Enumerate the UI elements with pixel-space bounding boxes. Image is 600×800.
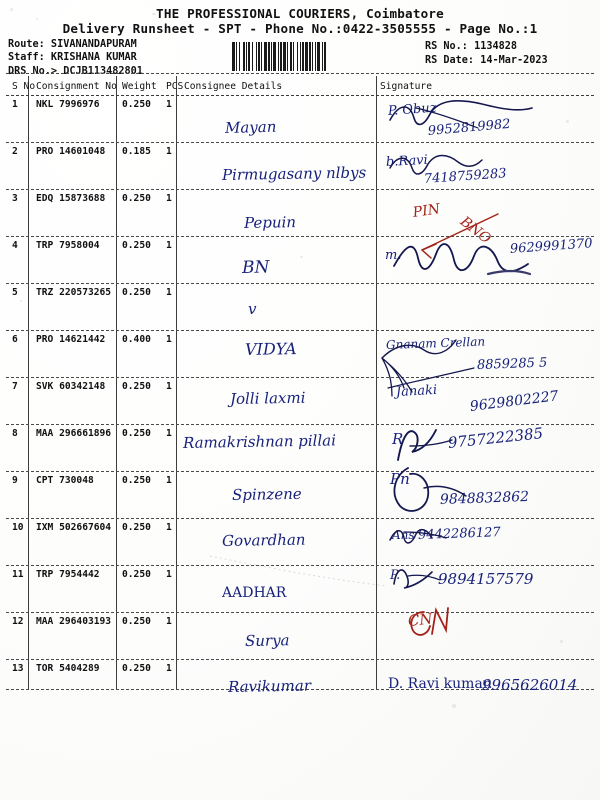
rs-date-label: RS Date: 14-Mar-2023 xyxy=(425,54,548,66)
scan-speck xyxy=(566,120,569,123)
cell-sno: 5 xyxy=(12,287,18,298)
column-divider xyxy=(176,76,177,690)
cell-sno: 11 xyxy=(12,569,24,580)
header-divider xyxy=(6,73,594,74)
cell-pcs: 1 xyxy=(166,381,172,392)
cell-weight: 0.250 xyxy=(122,193,151,204)
staff-label: Staff: KRISHANA KUMAR xyxy=(8,52,137,64)
barcode xyxy=(232,42,365,71)
cell-consignment: NKL 7996976 xyxy=(36,99,100,110)
cell-pcs: 1 xyxy=(166,99,172,110)
cell-pcs: 1 xyxy=(166,287,172,298)
column-header-consignment: Consignment No xyxy=(36,81,117,92)
cell-consignment: SVK 60342148 xyxy=(36,381,106,392)
cell-consignment: TRP 7954442 xyxy=(36,569,100,580)
cell-weight: 0.250 xyxy=(122,428,151,439)
cell-sno: 10 xyxy=(12,522,24,533)
column-divider xyxy=(376,76,377,690)
runsheet-table: S No Consignment No Weight PCS Consignee… xyxy=(6,76,594,690)
cell-sno: 3 xyxy=(12,193,18,204)
row-divider xyxy=(6,189,594,190)
cell-sno: 13 xyxy=(12,663,24,674)
row-divider xyxy=(6,659,594,660)
cell-weight: 0.250 xyxy=(122,240,151,251)
cell-consignment: TOR 5404289 xyxy=(36,663,100,674)
cell-sno: 1 xyxy=(12,99,18,110)
column-divider xyxy=(116,76,117,690)
scan-speck xyxy=(300,256,303,258)
cell-consignment: EDQ 15873688 xyxy=(36,193,106,204)
cell-pcs: 1 xyxy=(166,522,172,533)
cell-consignment: IXM 502667604 xyxy=(36,522,112,533)
cell-weight: 0.400 xyxy=(122,334,151,345)
runsheet-subtitle: Delivery Runsheet - SPT - Phone No.:0422… xyxy=(62,21,538,36)
header-row-divider xyxy=(6,95,594,96)
column-header-pcs: PCS xyxy=(166,81,184,92)
row-divider xyxy=(6,612,594,613)
cell-weight: 0.250 xyxy=(122,287,151,298)
row-divider xyxy=(6,424,594,425)
row-divider xyxy=(6,330,594,331)
column-header-signature: Signature xyxy=(380,81,432,92)
cell-weight: 0.250 xyxy=(122,381,151,392)
scan-speck xyxy=(10,8,13,11)
cell-pcs: 1 xyxy=(166,334,172,345)
document-header: THE PROFESSIONAL COURIERS, Coimbatore De… xyxy=(0,6,600,37)
row-divider xyxy=(6,518,594,519)
row-divider xyxy=(6,565,594,566)
cell-pcs: 1 xyxy=(166,663,172,674)
cell-sno: 4 xyxy=(12,240,18,251)
cell-weight: 0.250 xyxy=(122,522,151,533)
cell-consignment: TRP 7958004 xyxy=(36,240,100,251)
column-divider xyxy=(28,76,29,690)
header-meta-right: RS No.: 1134828 RS Date: 14-Mar-2023 xyxy=(425,40,548,67)
rs-number-label: RS No.: 1134828 xyxy=(425,41,518,52)
cell-pcs: 1 xyxy=(166,240,172,251)
scan-speck xyxy=(20,300,22,302)
column-header-weight: Weight xyxy=(122,81,157,92)
row-divider xyxy=(6,283,594,284)
cell-sno: 12 xyxy=(12,616,24,627)
row-divider xyxy=(6,471,594,472)
cell-weight: 0.250 xyxy=(122,569,151,580)
scan-speck xyxy=(152,13,156,15)
row-divider xyxy=(6,689,594,690)
cell-sno: 7 xyxy=(12,381,18,392)
cell-weight: 0.250 xyxy=(122,99,151,110)
column-header-sno: S No xyxy=(12,81,36,92)
cell-consignment: CPT 730048 xyxy=(36,475,94,486)
column-header-consignee: Consignee Details xyxy=(184,81,283,92)
row-divider xyxy=(6,142,594,143)
cell-consignment: PRO 14601048 xyxy=(36,146,106,157)
cell-weight: 0.250 xyxy=(122,663,151,674)
cell-pcs: 1 xyxy=(166,475,172,486)
scan-speck xyxy=(560,640,563,643)
cell-weight: 0.250 xyxy=(122,616,151,627)
header-meta-left: Route: SIVANANDAPURAM Staff: KRISHANA KU… xyxy=(8,38,143,78)
cell-sno: 9 xyxy=(12,475,18,486)
route-label: Route: SIVANANDAPURAM xyxy=(8,39,137,50)
row-divider xyxy=(6,377,594,378)
row-divider xyxy=(6,236,594,237)
scan-speck xyxy=(452,704,456,708)
cell-pcs: 1 xyxy=(166,616,172,627)
cell-sno: 6 xyxy=(12,334,18,345)
cell-weight: 0.250 xyxy=(122,475,151,486)
cell-pcs: 1 xyxy=(166,569,172,580)
cell-consignment: MAA 296661896 xyxy=(36,428,112,439)
cell-pcs: 1 xyxy=(166,146,172,157)
cell-sno: 2 xyxy=(12,146,18,157)
cell-pcs: 1 xyxy=(166,428,172,439)
cell-pcs: 1 xyxy=(166,193,172,204)
company-title: THE PROFESSIONAL COURIERS, Coimbatore xyxy=(156,6,444,21)
cell-consignment: TRZ 220573265 xyxy=(36,287,112,298)
drs-number-label: DRS No.> DCJB113482801 xyxy=(8,65,143,77)
cell-consignment: PRO 14621442 xyxy=(36,334,106,345)
cell-weight: 0.185 xyxy=(122,146,151,157)
cell-consignment: MAA 296403193 xyxy=(36,616,112,627)
cell-sno: 8 xyxy=(12,428,18,439)
scan-speck xyxy=(36,18,38,20)
